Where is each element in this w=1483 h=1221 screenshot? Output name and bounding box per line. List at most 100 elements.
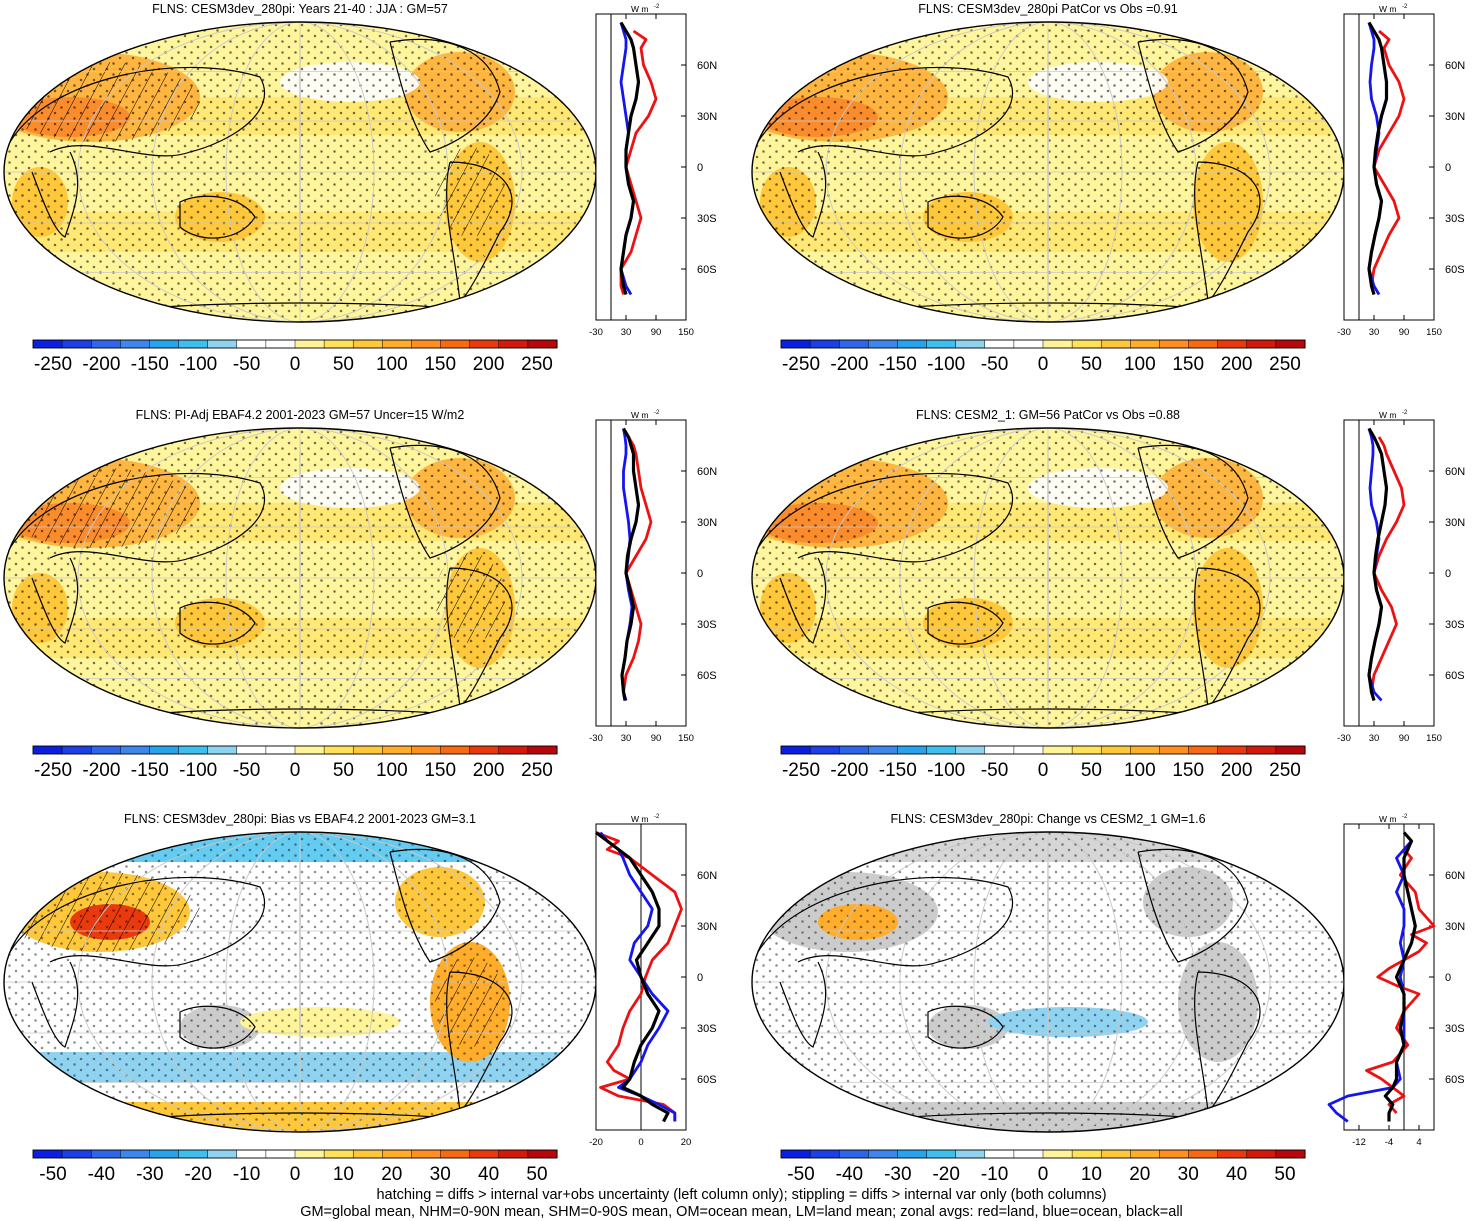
hatching-asia [4,62,200,142]
profile-series-group [1367,21,1406,296]
colorbar-swatch [90,339,121,349]
profile-lat-label: 30S [697,1023,717,1035]
profile-line-land [619,29,658,295]
profile-x-tick-label: 150 [678,327,694,338]
panel-1: FLNS: CESM3dev_280pi: Years 21-40 : JJA … [3,2,717,375]
coastline-australia [927,601,1004,645]
colorbar-swatch [1042,339,1073,349]
profile-x-tick-label: 4 [1416,1137,1421,1148]
colorbar-swatch [926,745,957,755]
colorbar-swatch [61,745,92,755]
colorbar-frame [32,1149,558,1159]
profile-lat-label: 30S [697,213,717,225]
panel-6: FLNS: CESM3dev_280pi: Change vs CESM2_1 … [751,812,1465,1185]
colorbar-tick-label: 0 [290,1164,301,1185]
panel-title: FLNS: CESM3dev_280pi: Change vs CESM2_1 … [890,812,1205,826]
colorbar-swatch [352,1149,383,1159]
colorbar-swatch [1042,1149,1073,1159]
panel-title: FLNS: CESM2_1: GM=56 PatCor vs Obs =0.88 [916,408,1180,422]
profile-lat-label: 60N [1445,60,1465,72]
colorbar-swatch [780,339,811,349]
colorbar-tick-label: -150 [879,354,917,375]
profile-x-tick-label: -30 [589,327,603,338]
profile-line-all [595,831,670,1123]
colorbar-swatch [838,745,869,755]
colorbar-swatch [469,339,500,349]
colorbar-swatch [1217,1149,1248,1159]
coastline-africa [779,961,827,1048]
colorbar-tick-label: 250 [521,354,553,375]
profile-series-group [620,427,653,701]
profile-units-label: W m [631,4,648,14]
colorbar-swatch [897,1149,928,1159]
colorbar-frame [32,339,558,349]
coastline-samerica [1194,971,1261,1114]
profile-series-group [595,831,683,1123]
coastline-eurasia [757,66,1014,157]
colorbar-tick-label: -250 [782,354,820,375]
colorbar-swatch [1100,1149,1131,1159]
colorbar-swatch [1013,339,1044,349]
hatching-samerica [435,553,505,643]
profile-line-all [619,21,641,295]
colorbar-tick-label: -50 [233,354,260,375]
profile-x-tick-label: 90 [1399,733,1410,744]
panel-4: FLNS: CESM2_1: GM=56 PatCor vs Obs =0.88… [751,408,1465,781]
colorbar-tick-label: 20 [1129,1164,1150,1185]
colorbar-tick-label: -200 [82,760,120,781]
colorbar-swatch [1013,1149,1044,1159]
coastline-africa [31,961,79,1048]
colorbar-swatch [1013,745,1044,755]
colorbar-tick-label: -200 [830,354,868,375]
profile-lat-label: 30N [1445,921,1465,933]
panel-3: FLNS: PI-Adj EBAF4.2 2001-2023 GM=57 Unc… [3,408,717,781]
profile-x-tick-label: 150 [1426,733,1442,744]
profile-lat-label: 60N [697,60,717,72]
profile-units-label: W m [631,814,648,824]
panel-title: FLNS: CESM3dev_280pi PatCor vs Obs =0.91 [918,2,1178,16]
coastline-australia [179,1005,256,1049]
profile-frame [595,13,687,321]
coastline-australia [179,601,256,645]
profile-line-all [620,427,641,701]
coastline-samerica [1194,567,1261,710]
colorbar-tick-label: 250 [521,760,553,781]
profile-lat-label: 0 [697,972,703,984]
colorbar-tick-label: -100 [927,760,965,781]
profile-line-land [622,436,653,701]
profile-line-land [1365,840,1436,1114]
colorbar-tick-label: 40 [478,1164,499,1185]
profile-units-exponent: -2 [1402,410,1408,416]
colorbar-swatch [294,339,325,349]
profile-line-all [1367,21,1389,295]
profile-lat-label: 30N [697,517,717,529]
profile-lat-label: 60N [1445,466,1465,478]
colorbar-swatch [809,745,840,755]
colorbar-swatch [527,745,558,755]
colorbar-swatch [498,339,529,349]
colorbar-swatch [1071,1149,1102,1159]
colorbar-swatch [1246,339,1277,349]
panel-title: FLNS: CESM3dev_280pi: Years 21-40 : JJA … [152,2,448,16]
colorbar-swatch [265,1149,296,1159]
profile-line-land [595,831,683,1122]
colorbar-swatch [809,339,840,349]
colorbar-swatch [955,1149,986,1159]
profile-x-tick-label: -20 [589,1137,603,1148]
colorbar-tick-label: -20 [184,1164,211,1185]
colorbar-swatch [498,745,529,755]
map-field [4,832,596,1132]
colorbar-tick-label: 150 [424,760,456,781]
coastline-eurasia [9,66,266,157]
profile-series-group [1327,831,1436,1123]
profile-lat-label: 60S [697,1074,717,1086]
colorbar-tick-label: 10 [1081,1164,1102,1185]
colorbar-swatch [527,339,558,349]
colorbar-swatch [955,339,986,349]
colorbar-tick-label: -50 [981,354,1008,375]
coastline-australia [927,1005,1004,1049]
coastline-eurasia [757,472,1014,563]
colorbar-tick-label: -100 [179,354,217,375]
colorbar-swatch [323,339,354,349]
